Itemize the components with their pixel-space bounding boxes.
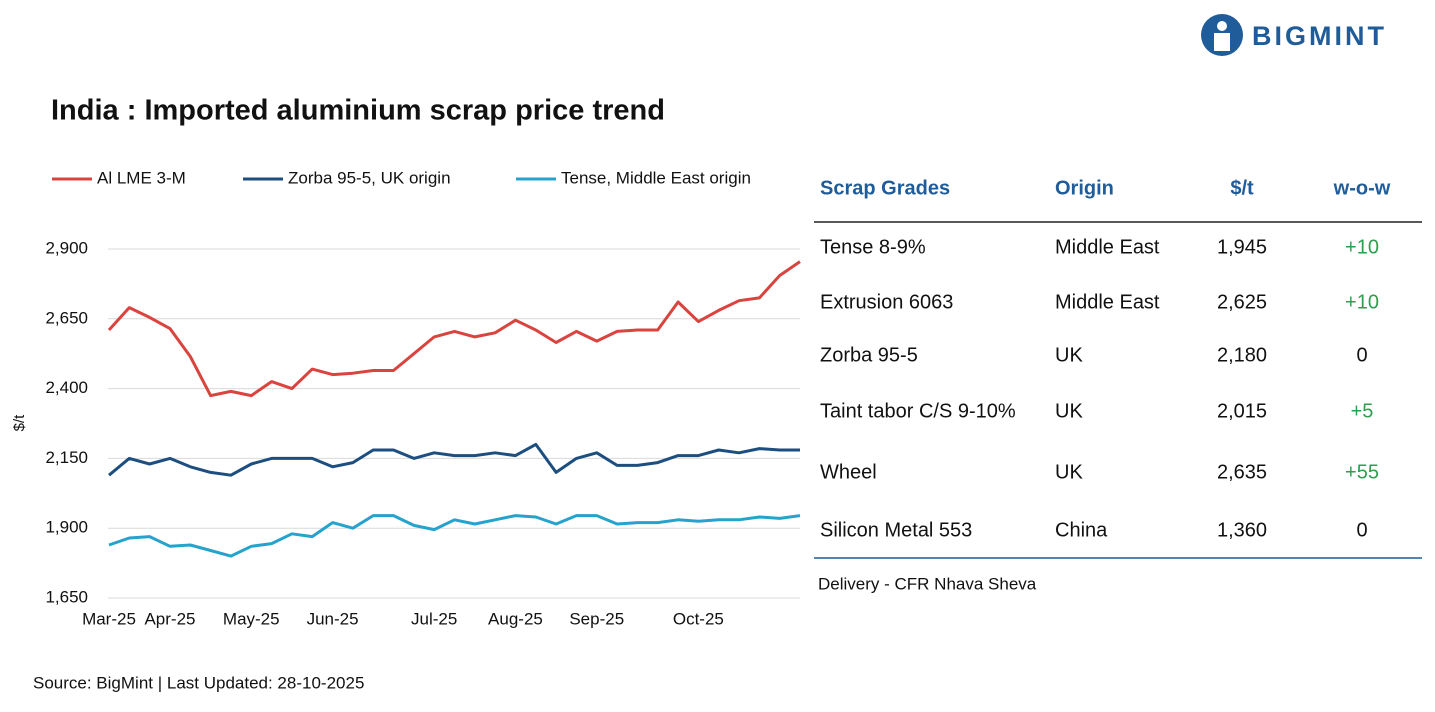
table-cell: 2,180 (1217, 344, 1267, 366)
table-cell: 2,015 (1217, 400, 1267, 422)
table-cell: UK (1055, 344, 1083, 366)
y-tick-label: 1,900 (45, 518, 88, 537)
x-tick-label: Apr-25 (144, 609, 195, 628)
legend-label: Zorba 95-5, UK origin (288, 168, 451, 187)
logo-icon-body (1214, 33, 1230, 51)
table-cell: 2,635 (1217, 461, 1267, 483)
table-note: Delivery - CFR Nhava Sheva (818, 574, 1037, 593)
y-axis-label: $/t (11, 414, 28, 432)
table-cell: 1,945 (1217, 236, 1267, 258)
series-line (108, 442, 800, 477)
table-cell: Taint tabor C/S 9-10% (820, 400, 1016, 422)
table-cell: 0 (1356, 519, 1367, 541)
x-tick-label: May-25 (223, 609, 280, 628)
x-tick-label: Jul-25 (411, 609, 457, 628)
table-cell: 2,625 (1217, 291, 1267, 313)
y-tick-label: 2,400 (45, 378, 88, 397)
logo-text: BIGMINT (1252, 21, 1387, 51)
chart-title: India : Imported aluminium scrap price t… (51, 95, 665, 127)
table-cell: Middle East (1055, 291, 1160, 313)
table-cell: Silicon Metal 553 (820, 519, 972, 541)
logo-icon-head (1217, 21, 1227, 31)
table-cell: Tense 8-9% (820, 236, 926, 258)
table-cell: Zorba 95-5 (820, 344, 918, 366)
table-cell: Extrusion 6063 (820, 291, 953, 313)
y-tick-label: 2,650 (45, 308, 88, 327)
y-tick-label: 2,150 (45, 448, 88, 467)
y-tick-label: 2,900 (45, 238, 88, 257)
table-header: Scrap Grades (820, 177, 950, 199)
legend-label: Al LME 3-M (97, 168, 186, 187)
y-tick-label: 1,650 (45, 587, 88, 606)
source: Source: BigMint | Last Updated: 28-10-20… (33, 673, 364, 692)
table-cell: 0 (1356, 344, 1367, 366)
x-tick-label: Jun-25 (307, 609, 359, 628)
table-header: Origin (1055, 177, 1114, 199)
table-header: $/t (1230, 177, 1254, 199)
table-cell: +10 (1345, 236, 1379, 258)
table-cell: +5 (1351, 400, 1374, 422)
series-line (108, 514, 801, 558)
x-tick-label: Oct-25 (673, 609, 724, 628)
x-tick-label: Aug-25 (488, 609, 543, 628)
table-cell: +55 (1345, 461, 1379, 483)
x-tick-label: Mar-25 (82, 609, 136, 628)
table-cell: UK (1055, 461, 1083, 483)
table-cell: 1,360 (1217, 519, 1267, 541)
table-cell: +10 (1345, 291, 1379, 313)
series-line (107, 260, 801, 398)
table-cell: UK (1055, 400, 1083, 422)
legend-label: Tense, Middle East origin (561, 168, 751, 187)
table-header: w-o-w (1333, 177, 1391, 199)
table-cell: Middle East (1055, 236, 1160, 258)
table-cell: Wheel (820, 461, 877, 483)
x-tick-label: Sep-25 (569, 609, 624, 628)
table-cell: China (1055, 519, 1108, 541)
logo: BIGMINT (1201, 14, 1387, 56)
